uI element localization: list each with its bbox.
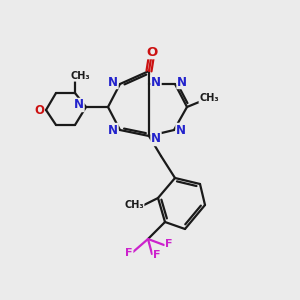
Text: CH₃: CH₃	[199, 93, 219, 103]
Text: N: N	[176, 124, 186, 136]
Text: N: N	[108, 76, 118, 88]
Text: CH₃: CH₃	[70, 71, 90, 81]
Text: N: N	[151, 133, 161, 146]
Text: F: F	[153, 250, 161, 260]
Text: N: N	[151, 76, 161, 88]
Text: N: N	[108, 124, 118, 136]
Text: N: N	[177, 76, 187, 88]
Text: O: O	[34, 103, 44, 116]
Text: N: N	[74, 98, 84, 112]
Text: O: O	[146, 46, 158, 59]
Text: CH₃: CH₃	[124, 200, 144, 210]
Text: F: F	[125, 248, 133, 258]
Text: F: F	[165, 239, 173, 249]
